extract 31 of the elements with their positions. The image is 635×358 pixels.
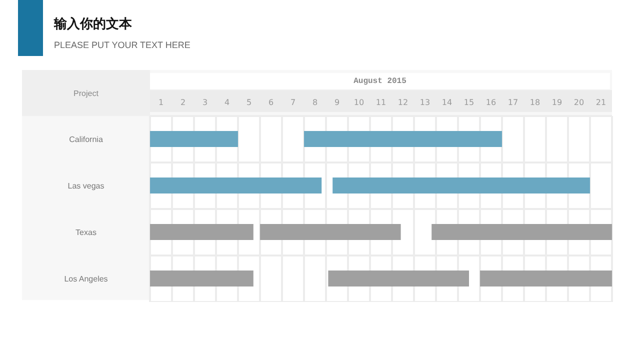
x-tick-label: 15 (464, 98, 474, 107)
x-tick-label: 19 (552, 98, 562, 107)
bar (432, 224, 612, 240)
y-tick-label: Los Angeles (64, 274, 108, 284)
x-tick-label: 2 (180, 98, 186, 107)
x-tick-label: 20 (574, 98, 584, 107)
bar (480, 270, 612, 286)
x-tick-label: 10 (354, 98, 364, 107)
y-tick-label: California (69, 135, 104, 144)
x-tick-label: 12 (398, 98, 408, 107)
y-tick-label: Las vegas (68, 182, 104, 191)
x-tick-label: 6 (268, 98, 274, 107)
x-tick-label: 4 (224, 98, 230, 107)
x-tick-label: 8 (312, 98, 318, 107)
x-tick-label: 14 (442, 98, 452, 107)
x-tick-label: 17 (508, 98, 518, 107)
x-tick-label: 18 (530, 98, 540, 107)
x-tick-label: 5 (246, 98, 252, 107)
x-axis-title: August 2015 (150, 73, 610, 89)
x-tick-label: 7 (290, 98, 296, 107)
y-axis-title: Project (22, 70, 150, 116)
y-tick-label: Texas (76, 228, 96, 238)
x-tick-label: 21 (596, 98, 606, 107)
x-tick-label: 1 (158, 98, 164, 107)
x-tick-label: 16 (486, 98, 496, 107)
chart-subtitle: PLEASE PUT YOUR TEXT HERE (54, 40, 190, 50)
x-tick-label: 11 (376, 98, 386, 107)
x-tick-label: 13 (420, 98, 430, 107)
x-tick-label: 9 (334, 98, 340, 107)
chart-title: 输入你的文本 (54, 16, 132, 33)
x-tick-label: 3 (202, 98, 208, 107)
